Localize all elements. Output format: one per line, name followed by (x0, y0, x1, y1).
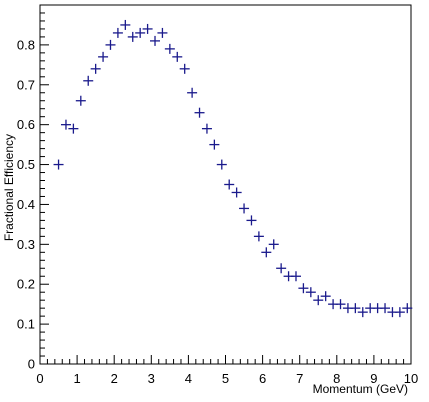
y-axis-title: Fractional Efficiency (2, 134, 16, 241)
data-point (112, 27, 123, 38)
data-point (135, 27, 146, 38)
data-point (357, 307, 368, 318)
x-tick-label: 3 (148, 371, 155, 386)
data-point (179, 63, 190, 74)
data-point (98, 51, 109, 62)
data-point (290, 271, 301, 282)
data-point (335, 299, 346, 310)
data-point (253, 231, 264, 242)
data-point (164, 43, 175, 54)
x-tick-label: 2 (111, 371, 118, 386)
y-tick-label: 0.3 (17, 237, 35, 252)
data-point (209, 139, 220, 150)
y-tick-label: 0.2 (17, 277, 35, 292)
y-tick-label: 0.4 (17, 197, 35, 212)
data-point (142, 23, 153, 34)
data-point (298, 283, 309, 294)
x-tick-label: 1 (73, 371, 80, 386)
data-point (305, 287, 316, 298)
data-point (320, 291, 331, 302)
data-point (172, 51, 183, 62)
data-point (68, 123, 79, 134)
data-point (239, 203, 250, 214)
data-point (201, 123, 212, 134)
y-tick-label: 0.7 (17, 77, 35, 92)
data-point (276, 263, 287, 274)
data-point (150, 35, 161, 46)
y-tick-label: 0.6 (17, 117, 35, 132)
data-point (157, 27, 168, 38)
data-point (60, 119, 71, 130)
data-point (53, 159, 64, 170)
data-point (268, 239, 279, 250)
data-point (127, 31, 138, 42)
data-markers (53, 19, 413, 318)
data-point (187, 87, 198, 98)
x-axis-title: Momentum (GeV) (313, 382, 408, 396)
x-tick-label: 5 (222, 371, 229, 386)
data-point (216, 159, 227, 170)
data-point (246, 215, 257, 226)
x-tick-label: 7 (296, 371, 303, 386)
x-tick-label: 6 (259, 371, 266, 386)
data-point (90, 63, 101, 74)
data-point (224, 179, 235, 190)
x-tick-label: 8 (333, 371, 340, 386)
data-point (380, 303, 391, 314)
data-point (105, 39, 116, 50)
x-axis: 0 1 2 3 4 5 6 7 8 9 10 (36, 355, 418, 386)
data-point (261, 247, 272, 258)
x-tick-label: 10 (404, 371, 418, 386)
data-point (120, 19, 131, 30)
data-point (402, 303, 413, 314)
data-point (75, 95, 86, 106)
x-tick-label: 4 (185, 371, 192, 386)
y-axis: 0 0.1 0.2 0.3 0.4 0.5 0.6 0.7 0.8 (17, 12, 49, 372)
data-point (83, 75, 94, 86)
data-point (194, 107, 205, 118)
data-point (394, 307, 405, 318)
y-tick-label: 0.1 (17, 317, 35, 332)
data-point (350, 303, 361, 314)
y-tick-label: 0 (28, 357, 35, 372)
x-tick-label: 0 (36, 371, 43, 386)
y-tick-label: 0.5 (17, 157, 35, 172)
y-tick-label: 0.8 (17, 37, 35, 52)
data-point (231, 187, 242, 198)
x-tick-label: 9 (370, 371, 377, 386)
data-point (313, 295, 324, 306)
